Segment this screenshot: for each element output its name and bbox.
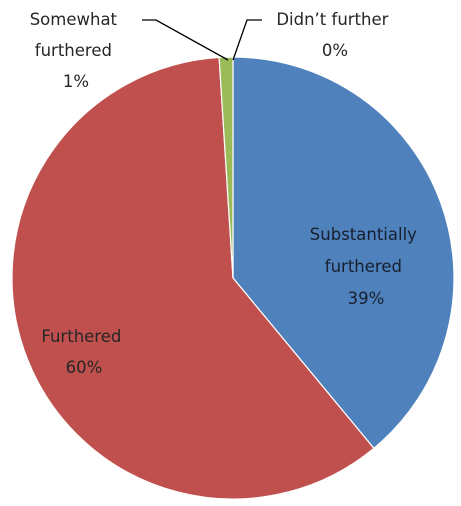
pie-slices — [11, 56, 455, 500]
data-label-value: 0% — [322, 41, 348, 60]
data-label-value: 39% — [348, 289, 385, 308]
leader-line-didnt-further — [232, 19, 262, 61]
data-label-furthered: Furthered 60% — [41, 327, 126, 377]
data-label-didnt-further: Didn’t further 0% — [276, 10, 393, 60]
data-label-line: Didn’t further — [276, 10, 388, 29]
data-label-line: furthered — [325, 257, 402, 276]
pie-slice-somewhat-furthered — [218, 56, 234, 279]
data-label-line: Substantially — [310, 225, 417, 244]
data-label-line: furthered — [35, 41, 112, 60]
data-label-value: 1% — [63, 72, 89, 91]
data-label-line: Furthered — [41, 327, 121, 346]
data-labels: Substantially furthered 39% Furthered 60… — [30, 10, 422, 377]
data-label-value: 60% — [66, 358, 103, 377]
pie-slice-furthered — [11, 56, 375, 500]
data-label-substantially-furthered: Substantially furthered 39% — [310, 225, 422, 308]
data-label-somewhat-furthered: Somewhat furthered 1% — [30, 10, 123, 91]
leader-line-somewhat-furthered — [142, 19, 229, 61]
leader-lines — [142, 19, 262, 61]
data-label-line: Somewhat — [30, 10, 118, 29]
pie-slice-substantially-furthered — [232, 56, 455, 449]
